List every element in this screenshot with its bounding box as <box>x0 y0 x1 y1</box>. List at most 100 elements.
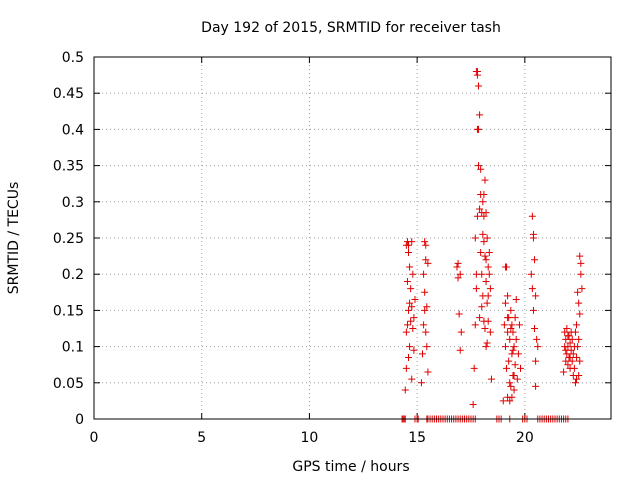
y-tick-label: 0.4 <box>62 122 84 138</box>
y-tick-label: 0 <box>75 412 84 428</box>
data-point <box>570 343 578 351</box>
data-point <box>499 397 507 405</box>
data-point <box>402 328 410 336</box>
data-point <box>506 335 514 343</box>
y-axis-label: SRMTID / TECUs <box>6 182 22 295</box>
y-tick-label: 0.1 <box>62 340 84 356</box>
data-point <box>423 343 431 351</box>
data-point <box>410 314 418 322</box>
y-tick-label: 0.25 <box>53 231 84 247</box>
data-point <box>508 321 516 329</box>
data-point <box>486 328 494 336</box>
data-point <box>510 372 518 380</box>
data-point <box>534 343 542 351</box>
data-point <box>504 314 512 322</box>
x-tick-label: 10 <box>301 430 319 446</box>
data-point <box>509 328 517 336</box>
data-point <box>406 299 414 307</box>
data-point <box>472 270 480 278</box>
data-point <box>573 353 581 361</box>
data-point <box>562 346 570 354</box>
data-point <box>456 346 464 354</box>
data-point <box>406 343 414 351</box>
data-point <box>421 288 429 296</box>
data-point <box>531 256 539 264</box>
data-point <box>480 212 488 220</box>
data-point <box>576 357 584 365</box>
data-point <box>420 270 428 278</box>
data-point <box>455 310 463 318</box>
data-point <box>471 234 479 242</box>
data-point <box>484 292 492 300</box>
chart-title: Day 192 of 2015, SRMTID for receiver tas… <box>201 20 501 36</box>
data-point <box>560 368 568 376</box>
data-point <box>476 205 484 213</box>
data-point <box>510 343 518 351</box>
data-point <box>486 285 494 293</box>
plot-area <box>93 56 612 420</box>
x-tick-label: 0 <box>90 430 99 446</box>
data-point <box>503 364 511 372</box>
data-point <box>454 274 462 282</box>
data-point <box>527 270 535 278</box>
data-point <box>509 346 517 354</box>
data-point <box>421 306 429 314</box>
data-point <box>574 288 582 296</box>
data-point <box>511 314 519 322</box>
data-point <box>481 176 489 184</box>
data-point <box>531 325 539 332</box>
data-point <box>456 270 464 278</box>
data-point <box>575 335 583 343</box>
data-point <box>484 317 492 325</box>
data-point <box>481 252 489 260</box>
data-point <box>576 310 584 318</box>
data-point <box>407 285 415 293</box>
data-point <box>454 259 462 267</box>
data-point <box>422 256 430 264</box>
x-tick-label: 5 <box>197 430 206 446</box>
data-point <box>419 350 427 358</box>
data-point <box>508 350 516 358</box>
data-point <box>483 339 491 347</box>
x-tick-labels: 0 5 10 15 20 <box>90 430 534 446</box>
data-point <box>575 299 583 307</box>
data-point <box>408 375 416 383</box>
data-point <box>402 364 410 372</box>
data-point <box>515 321 523 329</box>
data-point <box>471 321 479 329</box>
data-point <box>571 328 579 336</box>
data-point <box>501 299 509 307</box>
data-point <box>517 364 525 372</box>
data-point <box>472 285 480 293</box>
data-point <box>405 241 413 249</box>
data-point <box>507 306 515 314</box>
data-point <box>408 238 416 246</box>
data-point <box>485 248 493 256</box>
data-point <box>483 299 491 307</box>
data-point <box>403 321 411 329</box>
data-point <box>514 350 522 358</box>
data-point <box>569 350 577 358</box>
y-tick-label: 0.35 <box>53 159 84 175</box>
data-point <box>573 321 581 329</box>
data-point <box>500 321 508 329</box>
data-point <box>512 296 520 304</box>
data-point <box>422 328 430 336</box>
data-points <box>398 67 586 423</box>
data-point <box>568 357 576 365</box>
data-point <box>512 335 520 343</box>
data-point <box>532 357 540 365</box>
y-tick-label: 0.15 <box>53 303 84 319</box>
data-point <box>424 368 432 376</box>
data-point <box>484 263 492 271</box>
data-point <box>476 111 484 119</box>
data-point <box>405 306 413 314</box>
data-point <box>566 353 574 361</box>
data-point <box>405 248 413 256</box>
data-point <box>482 256 490 264</box>
data-point <box>513 375 521 383</box>
data-point <box>529 230 537 238</box>
data-point <box>477 165 485 173</box>
data-point <box>532 382 540 390</box>
